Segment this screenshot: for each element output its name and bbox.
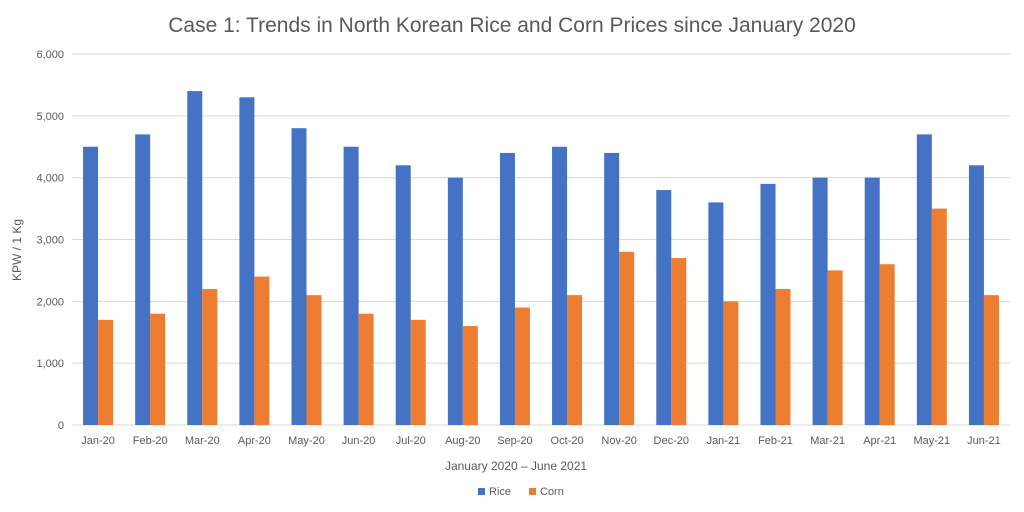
bar-rice-oct-20 [552, 146, 568, 425]
bar-rice-sep-20 [499, 152, 515, 425]
bars [83, 91, 999, 426]
legend-swatch-rice [478, 488, 485, 495]
x-tick-label: Apr-20 [238, 435, 271, 447]
bar-corn-may-20 [306, 295, 322, 425]
bar-rice-jan-21 [708, 202, 724, 425]
x-tick-label: Apr-21 [863, 435, 896, 447]
x-tick-label: Mar-20 [185, 435, 220, 447]
x-tick-label: Jul-20 [396, 435, 426, 447]
x-tick-label: Feb-20 [133, 435, 168, 447]
x-tick-label: Jun-21 [967, 435, 1001, 447]
bar-rice-may-20 [291, 128, 307, 425]
x-tick-label: Nov-20 [601, 435, 636, 447]
bar-corn-mar-21 [827, 270, 843, 425]
x-tick-label: Oct-20 [551, 435, 584, 447]
bar-rice-aug-20 [447, 177, 463, 425]
bar-rice-apr-20 [239, 97, 255, 426]
bar-corn-sep-20 [514, 307, 530, 425]
bar-corn-apr-20 [254, 276, 270, 425]
legend-label-rice: Rice [489, 486, 511, 498]
x-tick-label: Jun-20 [342, 435, 376, 447]
y-tick-label: 6,000 [36, 49, 64, 61]
x-tick-label: Dec-20 [654, 435, 689, 447]
bar-rice-jun-21 [968, 165, 984, 426]
bar-rice-jun-20 [343, 146, 359, 425]
bar-corn-jun-21 [983, 295, 999, 425]
y-tick-label: 5,000 [36, 111, 64, 123]
y-tick-label: 1,000 [36, 358, 64, 370]
x-tick-label: Feb-21 [758, 435, 793, 447]
bar-rice-mar-21 [812, 177, 828, 425]
bar-corn-oct-20 [567, 295, 583, 425]
chart-title: Case 1: Trends in North Korean Rice and … [168, 14, 856, 37]
y-axis-label: KPW / 1 Kg [10, 219, 24, 281]
bar-corn-may-21 [931, 208, 947, 425]
bar-rice-may-21 [916, 134, 932, 425]
y-tick-label: 2,000 [36, 296, 64, 308]
y-tick-label: 3,000 [36, 235, 64, 247]
bar-rice-mar-20 [187, 91, 203, 425]
bar-corn-jan-21 [723, 301, 739, 425]
bar-corn-feb-21 [775, 288, 791, 425]
bar-rice-jul-20 [395, 165, 411, 426]
bar-rice-dec-20 [656, 190, 672, 425]
bar-corn-jun-20 [358, 313, 374, 425]
x-tick-label: Mar-21 [810, 435, 845, 447]
bar-rice-nov-20 [604, 152, 620, 425]
legend-swatch-corn [529, 488, 536, 495]
bar-corn-nov-20 [619, 251, 635, 425]
x-axis-ticks: Jan-20 Feb-20 Mar-20 Apr-20 May-20 Jun-20 Jul-… [81, 435, 1001, 447]
bar-corn-mar-20 [202, 288, 218, 425]
x-tick-label: Sep-20 [497, 435, 532, 447]
x-tick-label: Aug-20 [445, 435, 480, 447]
bar-corn-feb-20 [150, 313, 166, 425]
bar-rice-feb-20 [135, 134, 151, 425]
y-axis-ticks: 0 1,000 2,000 3,000 4,000 5,000 6,000 [36, 49, 64, 432]
y-tick-label: 4,000 [36, 173, 64, 185]
bar-rice-feb-21 [760, 183, 776, 425]
x-tick-label: May-21 [913, 435, 950, 447]
y-tick-label: 0 [58, 420, 64, 432]
bar-corn-jul-20 [410, 319, 426, 425]
gridlines [72, 53, 1010, 426]
x-tick-label: Jan-21 [707, 435, 741, 447]
legend: Rice Corn [478, 486, 564, 498]
x-tick-label: Jan-20 [81, 435, 115, 447]
bar-corn-aug-20 [462, 326, 478, 425]
bar-corn-dec-20 [671, 258, 687, 425]
bar-corn-jan-20 [98, 319, 114, 425]
legend-label-corn: Corn [540, 486, 564, 498]
bar-rice-apr-21 [864, 177, 880, 425]
bar-rice-jan-20 [83, 146, 99, 425]
x-axis-label: January 2020 – June 2021 [445, 459, 587, 473]
bar-corn-apr-21 [879, 264, 895, 425]
x-tick-label: May-20 [288, 435, 325, 447]
